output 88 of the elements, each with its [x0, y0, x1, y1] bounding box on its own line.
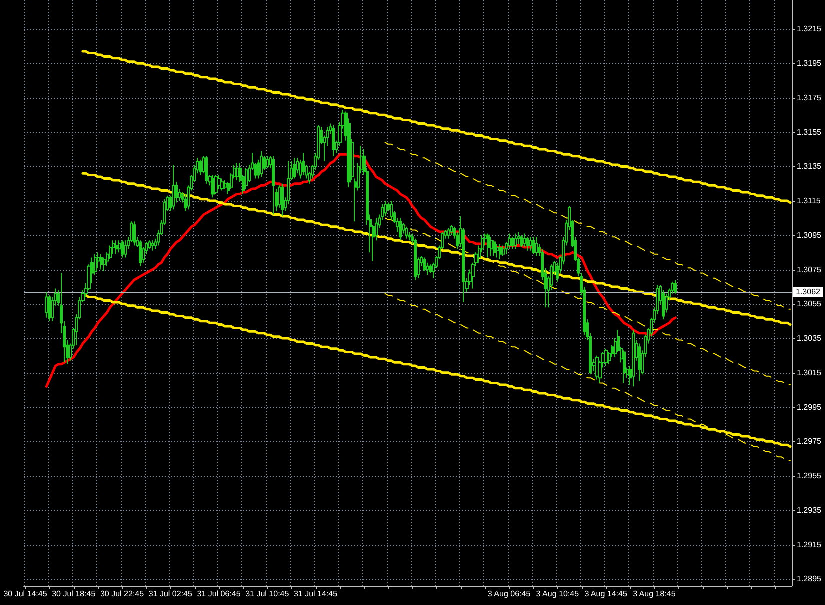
y-tick-label: 1.3215 [797, 24, 822, 34]
y-tick-label: 1.3055 [797, 300, 822, 309]
candlestick [236, 162, 239, 181]
candlestick [217, 174, 221, 190]
y-tick-label: 1.3115 [797, 196, 822, 206]
x-tick-label: 3 Aug 14:45 [584, 590, 628, 598]
y-tick-label: 1.2915 [797, 540, 822, 550]
candlestick [426, 262, 429, 276]
candlestick [499, 244, 502, 260]
x-tick-label: 3 Aug 06:45 [488, 590, 532, 598]
candlestick [115, 240, 118, 255]
y-tick-label: 1.2955 [797, 472, 822, 481]
y-tick-label: 1.2995 [797, 402, 822, 412]
candlestick [514, 233, 517, 250]
candlestick [632, 329, 635, 388]
candlestick [281, 183, 284, 218]
x-tick-label: 31 Jul 06:45 [197, 590, 242, 598]
candlestick [638, 343, 641, 382]
candlestick [520, 234, 523, 248]
candlestick [526, 236, 529, 252]
candlestick [502, 245, 505, 257]
candlestick [517, 231, 520, 245]
candlestick [487, 233, 490, 258]
candlestick [408, 231, 411, 242]
x-tick-label: 31 Jul 10:45 [246, 590, 290, 598]
candlestick [450, 224, 453, 236]
candlestick [172, 164, 175, 210]
x-tick-label: 30 Jul 18:45 [52, 590, 96, 598]
candlestick [272, 156, 275, 216]
x-tick-label: 3 Aug 18:45 [633, 590, 676, 598]
candlestick [224, 180, 227, 190]
candlestick [293, 158, 296, 180]
candlestick [302, 152, 305, 176]
candlestick [100, 254, 103, 270]
y-tick-label: 1.2895 [797, 574, 822, 584]
ref-line-label: 1.3062 [796, 288, 822, 297]
candlestick [220, 178, 224, 192]
y-tick-label: 1.3135 [797, 162, 822, 172]
y-tick-label: 1.3075 [797, 265, 822, 274]
candlestick [121, 240, 124, 258]
candlestick [151, 240, 154, 252]
candlestick [493, 240, 496, 257]
candlestick [490, 236, 493, 257]
candlestick [405, 226, 408, 240]
candlestick [332, 124, 335, 157]
y-tick-label: 1.3195 [797, 59, 822, 68]
line-series [384, 142, 791, 310]
x-tick-label: 31 Jul 02:45 [148, 590, 193, 598]
candlestick [532, 236, 535, 255]
candlestick [674, 280, 677, 294]
y-tick-label: 1.3015 [797, 368, 822, 378]
candlestick [245, 168, 248, 190]
candlestick [535, 236, 538, 257]
line-series [45, 153, 677, 388]
candlestick [523, 233, 526, 248]
y-tick-label: 1.3095 [797, 230, 822, 240]
candlestick [205, 156, 208, 184]
x-tick-label: 30 Jul 22:45 [100, 590, 145, 598]
candlestick [529, 236, 532, 252]
line-series [82, 50, 792, 204]
candlestick [139, 240, 142, 267]
candlestick [511, 236, 514, 250]
candlestick [214, 174, 218, 195]
candlestick [48, 295, 51, 322]
y-tick-label: 1.2935 [797, 506, 822, 515]
candlestick [133, 221, 136, 246]
candlestick [604, 348, 608, 367]
candlestick [623, 350, 626, 384]
x-tick-label: 31 Jul 14:45 [294, 590, 338, 598]
candlestick [296, 158, 299, 174]
candlestick [384, 200, 387, 218]
candlestick [124, 240, 127, 258]
candlestick [496, 244, 499, 258]
candlestick [199, 159, 202, 176]
y-tick-label: 1.3155 [797, 128, 822, 137]
candlestick [45, 292, 48, 318]
x-tick-label: 3 Aug 10:45 [536, 590, 580, 598]
candlestick [662, 290, 665, 320]
y-tick-label: 1.3035 [797, 334, 822, 344]
candlestick [390, 200, 393, 220]
y-tick-label: 1.2975 [797, 437, 822, 446]
y-tick-label: 1.3175 [797, 93, 822, 102]
candlestick [266, 156, 269, 169]
candlestick [399, 218, 402, 242]
candlestick [260, 150, 263, 178]
candlestick [423, 257, 426, 272]
candlestick [447, 228, 450, 240]
x-tick-label: 30 Jul 14:45 [4, 590, 48, 598]
